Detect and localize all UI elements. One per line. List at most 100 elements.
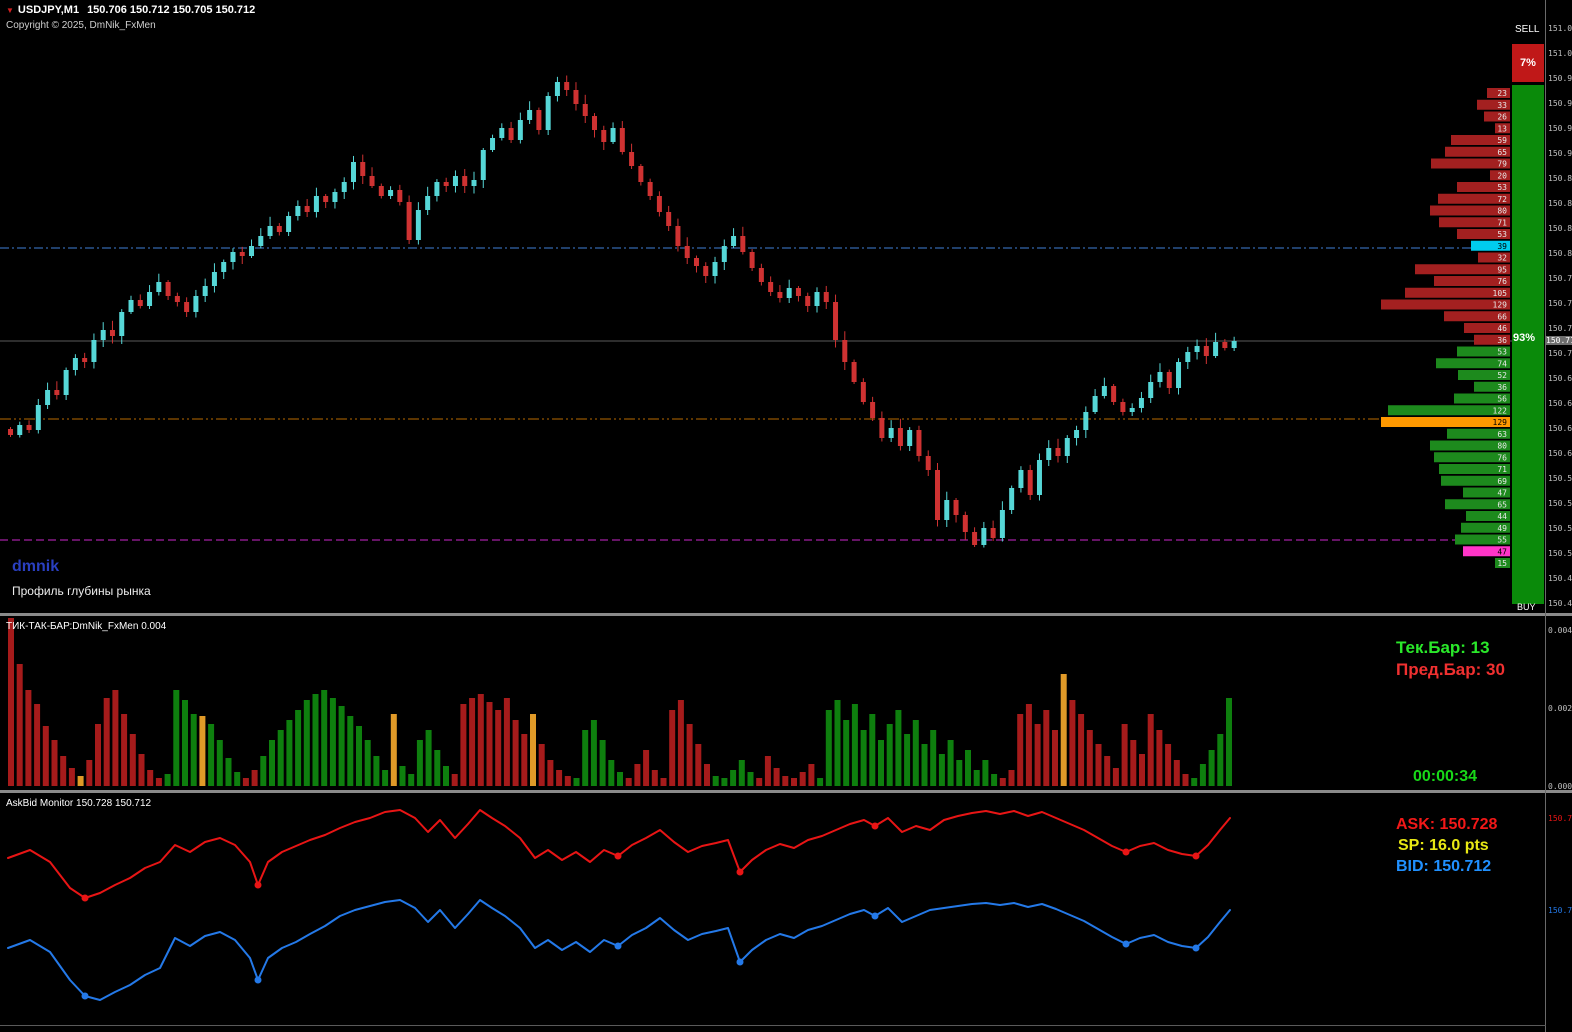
price-scale-separator[interactable] bbox=[1545, 0, 1546, 1032]
tick-volume-bar bbox=[25, 690, 32, 786]
candle-body bbox=[990, 528, 996, 538]
candle-body bbox=[165, 282, 171, 296]
ask-signal-dot bbox=[1122, 848, 1130, 856]
tick-volume-bar bbox=[799, 772, 806, 786]
price-scale-tick: 150.950 bbox=[1548, 99, 1572, 108]
tick-volume-bar bbox=[564, 776, 571, 786]
depth-row-bar bbox=[1471, 240, 1510, 251]
tick-volume-bar bbox=[382, 770, 389, 786]
tick-volume-bar bbox=[1043, 710, 1050, 786]
candle-body bbox=[842, 340, 848, 362]
bid-scale-value: 150.712 bbox=[1548, 906, 1572, 915]
tick-volume-bar bbox=[103, 698, 110, 786]
depth-row-bar bbox=[1439, 217, 1510, 228]
tick-volume-bar bbox=[451, 774, 458, 786]
depth-row-value: 46 bbox=[1497, 324, 1507, 333]
candle-body bbox=[731, 236, 737, 246]
candle-body bbox=[786, 288, 792, 298]
price-scale-tick: 150.475 bbox=[1548, 574, 1572, 583]
tick-volume-bar bbox=[208, 724, 215, 786]
tick-volume-bar bbox=[251, 770, 258, 786]
tick-volume-bar bbox=[808, 764, 815, 786]
price-scale-tick: 151.000 bbox=[1548, 49, 1572, 58]
candle-body bbox=[54, 390, 60, 395]
price-scale-tick: 150.575 bbox=[1548, 474, 1572, 483]
tick-volume-bar bbox=[182, 700, 188, 786]
candle-body bbox=[592, 116, 598, 130]
tick-volume-bar bbox=[599, 740, 606, 786]
candle-body bbox=[1213, 342, 1219, 356]
bid-signal-dot bbox=[254, 976, 262, 984]
price-scale-tick: 150.750 bbox=[1548, 299, 1572, 308]
depth-row-bar bbox=[1439, 464, 1510, 474]
depth-row-value: 76 bbox=[1497, 453, 1507, 462]
candle-body bbox=[156, 282, 162, 292]
candle-body bbox=[999, 510, 1005, 538]
tick-volume-bar bbox=[1217, 734, 1224, 786]
candle-body bbox=[554, 82, 560, 96]
tick-volume-bar bbox=[1182, 774, 1189, 786]
candle-body bbox=[1046, 448, 1052, 460]
tick-volume-bar bbox=[843, 720, 850, 786]
tick-volume-bar bbox=[851, 704, 858, 786]
depth-row-value: 39 bbox=[1497, 242, 1507, 251]
depth-row-value: 76 bbox=[1497, 277, 1507, 286]
candle-body bbox=[935, 470, 940, 520]
tick-volume-bar bbox=[912, 720, 919, 786]
tick-volume-bar bbox=[269, 740, 275, 786]
ask-signal-dot bbox=[871, 822, 879, 830]
candle-body bbox=[582, 104, 588, 116]
depth-row-bar bbox=[1381, 417, 1510, 427]
candle-body bbox=[434, 182, 440, 196]
tick-volume-bar bbox=[416, 740, 423, 786]
candle-body bbox=[527, 110, 533, 120]
tick-volume-bar bbox=[1226, 698, 1232, 786]
askbid-panel-title: AskBid Monitor 150.728 150.712 bbox=[6, 798, 152, 809]
tick-volume-bar bbox=[817, 778, 824, 786]
symbol-dropdown-icon[interactable]: ▼ bbox=[6, 6, 14, 15]
tick-volume-bar bbox=[651, 770, 658, 786]
tick-volume-bar bbox=[112, 690, 119, 786]
depth-row-bar bbox=[1430, 205, 1510, 216]
depth-row-value: 129 bbox=[1493, 418, 1508, 427]
tick-volume-bar bbox=[234, 772, 241, 786]
depth-row-bar bbox=[1487, 88, 1510, 98]
tick-volume-bar bbox=[164, 774, 171, 786]
candle-body bbox=[286, 216, 292, 232]
candle-body bbox=[313, 196, 319, 212]
tick-volume-bar bbox=[869, 714, 876, 786]
tick-volume-bar bbox=[8, 618, 14, 786]
depth-row-value: 55 bbox=[1497, 536, 1507, 545]
candle-body bbox=[1157, 372, 1163, 382]
tick-volume-bar bbox=[1060, 674, 1067, 786]
depth-row-value: 36 bbox=[1497, 383, 1507, 392]
depth-row-value: 65 bbox=[1497, 148, 1507, 157]
tick-volume-bar bbox=[86, 760, 93, 786]
tick-volume-bar bbox=[121, 714, 128, 786]
depth-row-bar bbox=[1484, 111, 1510, 122]
depth-row-value: 66 bbox=[1497, 312, 1507, 321]
candle-body bbox=[388, 190, 394, 196]
tick-volume-bar bbox=[1095, 744, 1102, 786]
sell-side-label: SELL bbox=[1515, 24, 1540, 35]
candle-body bbox=[536, 110, 542, 130]
tick-volume-bar bbox=[617, 772, 623, 786]
tick-volume-bar bbox=[860, 730, 867, 786]
tick-volume-bar bbox=[782, 776, 789, 786]
panel-divider-tick-askbid[interactable] bbox=[0, 790, 1572, 793]
candle-body bbox=[462, 176, 468, 186]
candle-body bbox=[174, 296, 180, 302]
candle-body bbox=[1176, 362, 1182, 388]
ohlc-quotes: 150.706 150.712 150.705 150.712 bbox=[87, 4, 256, 16]
candle-body bbox=[610, 128, 616, 142]
tick-volume-bar bbox=[312, 694, 319, 786]
candle-body bbox=[397, 190, 403, 202]
depth-row-value: 74 bbox=[1497, 359, 1507, 368]
candle-body bbox=[415, 210, 421, 240]
price-scale-tick: 150.625 bbox=[1548, 424, 1572, 433]
panel-divider-main-tick[interactable] bbox=[0, 613, 1572, 616]
tick-volume-bar bbox=[321, 690, 328, 786]
candle-body bbox=[833, 302, 839, 340]
depth-row-bar bbox=[1381, 299, 1510, 310]
